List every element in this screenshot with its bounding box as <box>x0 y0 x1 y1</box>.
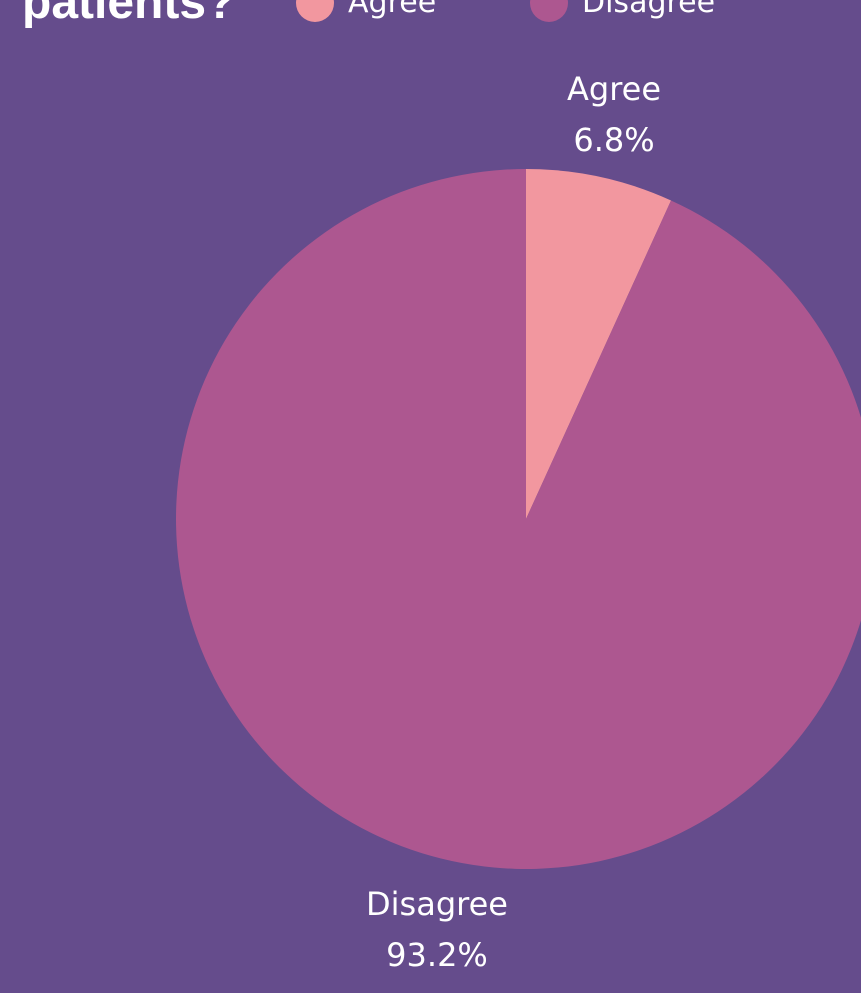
slice-value-label-disagree: 93.2% <box>386 936 488 974</box>
slice-category-label-agree: Agree <box>567 70 661 108</box>
legend-label-agree: Agree <box>348 0 437 20</box>
slice-category-label-disagree: Disagree <box>366 885 508 923</box>
legend-item-disagree: Disagree <box>530 0 715 28</box>
pie-slice-agree <box>526 169 672 519</box>
legend-label-disagree: Disagree <box>582 0 716 20</box>
legend-swatch-agree <box>296 0 334 22</box>
legend-item-agree: Agree <box>296 0 436 28</box>
chart-title: patients? <box>22 0 236 29</box>
slice-value-label-agree: 6.8% <box>573 121 654 159</box>
pie-slice-disagree <box>176 169 861 869</box>
legend-swatch-disagree <box>530 0 568 22</box>
